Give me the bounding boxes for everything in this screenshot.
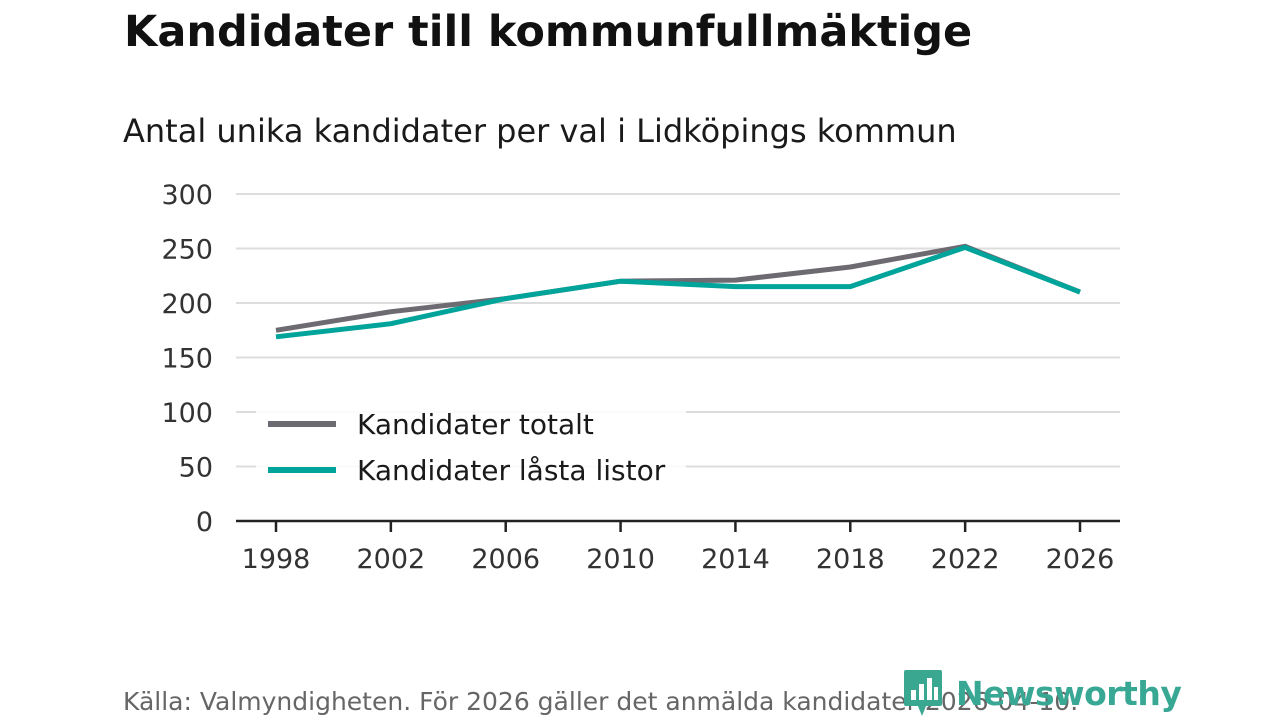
x-tick-label: 2026 xyxy=(1046,544,1115,575)
x-tick-label: 2010 xyxy=(586,544,655,575)
x-tick-label: 2006 xyxy=(471,544,540,575)
y-axis-ticks: 0 50 100 150 200 250 300 xyxy=(161,180,213,538)
y-tick-label: 150 xyxy=(161,344,213,375)
x-tick-label: 2014 xyxy=(701,544,770,575)
series-line-kandidater-lasta-listor xyxy=(275,244,1081,340)
y-tick-label: 0 xyxy=(196,507,213,538)
newsworthy-logo-icon xyxy=(904,670,942,716)
series-line-kandidater-totalt xyxy=(275,243,1081,333)
chart-subtitle: Antal unika kandidater per val i Lidköpi… xyxy=(123,112,957,150)
legend: Kandidater totalt Kandidater låsta listor xyxy=(256,404,686,496)
y-tick-label: 300 xyxy=(161,180,213,211)
x-tick-label: 2018 xyxy=(816,544,885,575)
legend-label: Kandidater låsta listor xyxy=(357,454,666,487)
legend-background xyxy=(256,404,686,496)
y-tick-label: 200 xyxy=(161,289,213,320)
brand-name: Newsworthy xyxy=(956,673,1182,713)
series-lines xyxy=(275,243,1081,340)
brand-logo[interactable]: Newsworthy xyxy=(902,668,1182,718)
legend-label: Kandidater totalt xyxy=(357,408,594,441)
y-tick-label: 50 xyxy=(179,453,213,484)
x-tick-label: 1998 xyxy=(242,544,311,575)
y-tick-label: 250 xyxy=(161,235,213,266)
x-tick-label: 2022 xyxy=(931,544,1000,575)
y-tick-label: 100 xyxy=(161,398,213,429)
x-axis: 1998 2002 2006 2010 2014 2018 2022 2026 xyxy=(236,519,1120,575)
chart-title: Kandidater till kommunfullmäktige xyxy=(124,7,973,57)
x-tick-label: 2002 xyxy=(356,544,425,575)
